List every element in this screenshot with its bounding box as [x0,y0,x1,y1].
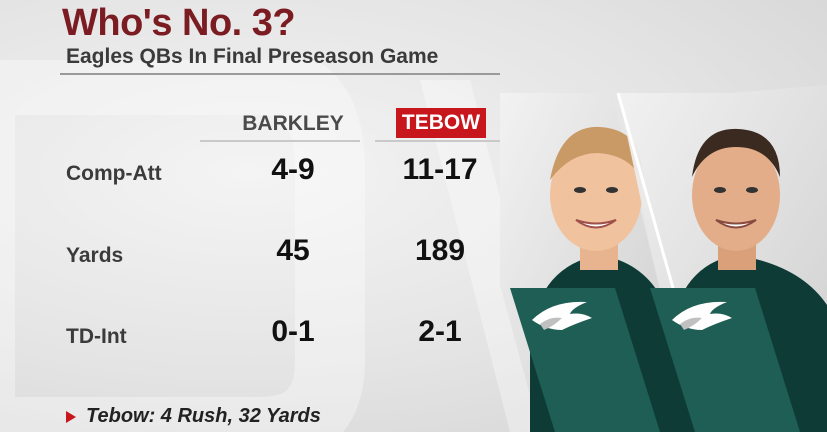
tebow-head [692,139,780,251]
row-label-td-int: TD-Int [66,325,127,348]
tebow-photo-panel [616,85,827,432]
barkley-hair [550,126,643,180]
column-underline-tebow [375,140,500,142]
tebow-yards: 189 [414,234,466,267]
tebow-comp-att: 11-17 [402,153,478,186]
barkley-td-int: 0-1 [271,315,315,348]
page-subtitle: Eagles QBs In Final Preseason Game [66,45,439,68]
footer-note: Tebow: 4 Rush, 32 Yards [66,405,321,428]
tebow-hair [692,128,780,177]
eagle-logo-icon [532,301,592,330]
barkley-yards: 45 [276,234,310,267]
eagle-logo-icon [672,301,732,330]
page-title: Who's No. 3? [62,2,296,44]
column-header-tebow: TEBOW [396,108,486,138]
barkley-photo-panel [500,93,675,432]
player-photo-panels [500,85,827,432]
column-header-barkley: BARKLEY [242,112,344,135]
footer-note-text: Tebow: 4 Rush, 32 Yards [86,405,321,427]
barkley-comp-att: 4-9 [271,153,315,186]
row-label-comp-att: Comp-Att [66,162,162,185]
title-divider [60,73,500,75]
play-triangle-icon [66,410,76,423]
tebow-td-int: 2-1 [418,315,462,348]
barkley-head [550,139,642,251]
column-underline-barkley [200,140,360,142]
row-label-yards: Yards [66,244,124,267]
